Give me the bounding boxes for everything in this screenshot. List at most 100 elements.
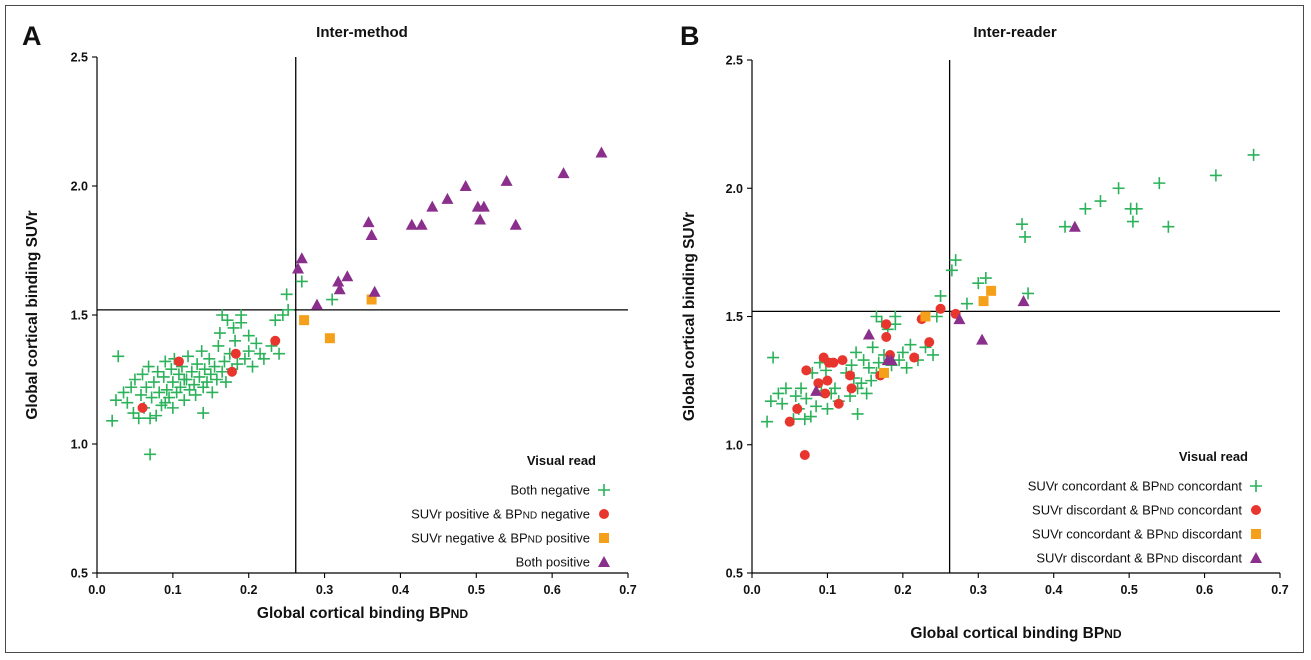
- data-point: [789, 390, 802, 403]
- data-point: [810, 400, 823, 413]
- data-point: [112, 350, 125, 363]
- data-point: [1153, 177, 1166, 190]
- data-point: [295, 252, 308, 264]
- x-tick-label: 0.0: [88, 583, 105, 597]
- data-point: [930, 310, 943, 323]
- data-point: [945, 264, 958, 277]
- data-point: [137, 402, 148, 413]
- series-3: [292, 146, 608, 310]
- data-point: [896, 346, 909, 359]
- data-point: [862, 328, 875, 340]
- data-point: [1019, 230, 1032, 243]
- data-point: [893, 354, 906, 367]
- panel-letter: A: [22, 21, 42, 51]
- data-point: [828, 382, 841, 395]
- data-point: [147, 376, 160, 389]
- y-tick-label: 1.0: [71, 438, 88, 452]
- data-point: [235, 309, 248, 321]
- data-point: [195, 345, 208, 358]
- data-point: [1016, 218, 1029, 231]
- data-point: [851, 407, 864, 420]
- data-point: [144, 448, 157, 461]
- data-point: [1126, 215, 1139, 228]
- data-point: [160, 383, 173, 396]
- x-tick-label: 0.1: [164, 583, 181, 597]
- data-point: [238, 352, 251, 365]
- data-point: [415, 218, 428, 230]
- data-point: [1059, 220, 1072, 233]
- data-point: [1112, 182, 1125, 195]
- y-tick-label: 2.0: [71, 180, 88, 194]
- y-tick-label: 1.5: [726, 310, 743, 324]
- legend-entry-label: SUVr concordant & BPND concordant: [1028, 479, 1243, 494]
- series-0: [761, 148, 1260, 428]
- data-point: [276, 309, 289, 321]
- x-axis-label: Global cortical binding BPND: [257, 605, 468, 622]
- data-point: [779, 382, 792, 395]
- data-point: [798, 413, 811, 426]
- data-point: [203, 352, 216, 365]
- data-point: [227, 321, 240, 334]
- x-tick-label: 0.3: [316, 583, 333, 597]
- data-point: [761, 415, 774, 428]
- data-point: [426, 200, 439, 212]
- data-point: [165, 363, 178, 376]
- data-point: [132, 412, 145, 425]
- data-point: [1017, 295, 1030, 307]
- data-point: [142, 360, 155, 373]
- data-point: [776, 397, 789, 410]
- x-tick-label: 0.4: [1045, 583, 1062, 597]
- data-point: [1094, 195, 1107, 208]
- data-point: [341, 270, 354, 282]
- data-point: [159, 355, 172, 368]
- x-tick-label: 0.0: [743, 583, 760, 597]
- data-point: [845, 370, 856, 381]
- data-point: [333, 283, 346, 295]
- data-point: [198, 363, 211, 376]
- data-point: [159, 396, 172, 409]
- data-point: [799, 450, 810, 461]
- data-point: [109, 394, 122, 407]
- data-point: [833, 398, 844, 409]
- data-point: [125, 381, 138, 394]
- data-point: [121, 396, 134, 409]
- data-point: [595, 146, 608, 158]
- legend-entry-label: SUVr negative & BPND positive: [411, 531, 590, 546]
- data-point: [810, 384, 823, 396]
- data-point: [136, 368, 149, 381]
- data-point: [250, 337, 263, 350]
- x-tick-label: 0.6: [543, 583, 560, 597]
- data-point: [178, 394, 191, 407]
- data-point: [822, 375, 833, 386]
- data-point: [1068, 220, 1081, 232]
- data-point: [213, 327, 226, 340]
- data-point: [881, 319, 892, 330]
- data-point: [210, 373, 223, 386]
- data-point: [960, 297, 973, 310]
- data-point: [242, 345, 255, 358]
- data-point: [299, 315, 310, 326]
- data-point: [772, 387, 785, 400]
- data-point: [764, 395, 777, 408]
- data-point: [326, 293, 339, 306]
- data-point: [870, 310, 883, 323]
- data-point: [295, 275, 308, 288]
- data-point: [857, 354, 870, 367]
- legend: Visual read Both negative SUVr positive & …: [411, 453, 610, 570]
- data-point: [216, 309, 229, 321]
- data-point: [269, 314, 282, 327]
- data-point: [153, 386, 166, 399]
- legend-title: Visual read: [1179, 449, 1248, 464]
- legend-entry-label: SUVr concordant & BPND discordant: [1032, 527, 1242, 542]
- data-point: [145, 391, 158, 404]
- data-point: [182, 350, 195, 363]
- data-point: [821, 402, 834, 415]
- data-point: [157, 370, 170, 383]
- data-point: [792, 403, 803, 414]
- data-point: [500, 174, 513, 186]
- y-tick-label: 1.0: [726, 438, 743, 452]
- data-point: [106, 414, 119, 427]
- legend-marker: [598, 484, 610, 496]
- x-tick-label: 0.5: [468, 583, 485, 597]
- data-point: [144, 412, 157, 425]
